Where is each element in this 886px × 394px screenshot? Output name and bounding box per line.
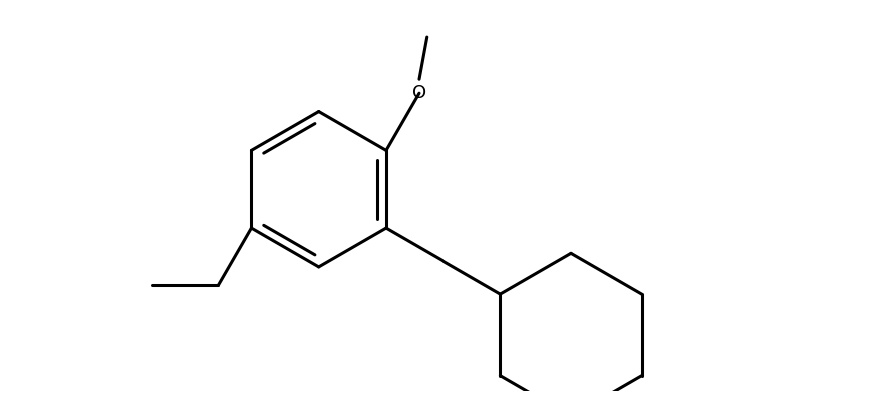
Text: O: O [412, 84, 426, 102]
